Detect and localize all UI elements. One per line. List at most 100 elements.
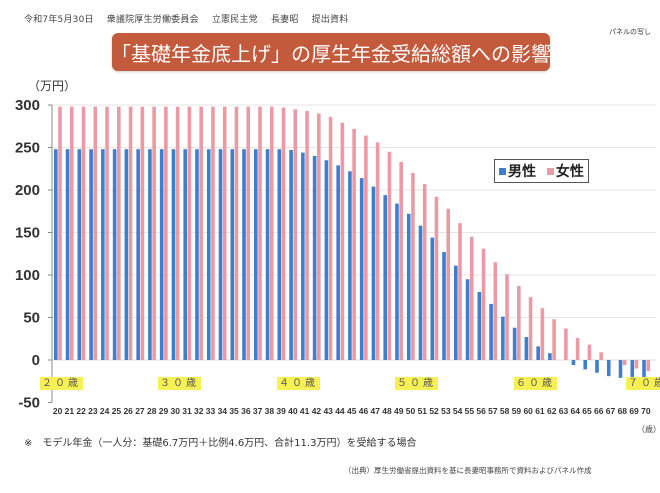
bar-male-35	[230, 149, 235, 360]
bar-female-31	[187, 106, 192, 360]
header-member: 長妻昭	[270, 15, 299, 25]
bar-male-20	[54, 149, 58, 360]
header-party: 立憲民主党	[211, 15, 258, 25]
x-tick-label: 61	[535, 406, 545, 416]
x-tick-label: 52	[429, 406, 439, 416]
bar-female-22	[81, 106, 86, 360]
bar-male-62	[548, 353, 552, 360]
header-doc-type: 提出資料	[311, 15, 349, 25]
bar-female-40	[293, 109, 298, 360]
bar-female-52	[434, 196, 439, 360]
bar-male-58	[501, 316, 505, 360]
bar-female-46	[364, 135, 368, 360]
chart-legend: 男性 女性	[494, 159, 589, 183]
bar-male-47	[371, 186, 376, 360]
bar-female-30	[175, 106, 180, 360]
bar-male-60	[524, 337, 529, 360]
bar-female-51	[422, 184, 427, 360]
x-tick-label: 31	[182, 406, 192, 416]
x-tick-label: 63	[559, 406, 569, 416]
bar-male-43	[324, 160, 329, 360]
x-tick-label: 65	[582, 406, 592, 416]
bar-male-31	[183, 149, 188, 360]
x-tick-label: 62	[547, 406, 557, 416]
age-mark-40: ４０歳	[277, 377, 320, 390]
bar-female-26	[128, 106, 133, 360]
bar-female-55	[469, 236, 474, 360]
bar-male-56	[477, 292, 482, 360]
bar-female-58	[505, 274, 509, 360]
x-tick-label: 38	[265, 406, 275, 416]
y-tick-label: 0	[32, 352, 40, 369]
x-tick-label: 23	[88, 406, 98, 416]
bar-female-28	[152, 106, 156, 360]
bar-male-32	[195, 149, 199, 360]
source-note: （出典）厚生労働省提出資料を基に長妻昭事務所で資料およびパネル作成	[344, 466, 592, 475]
x-tick-label: 26	[123, 406, 133, 416]
bar-female-41	[305, 110, 309, 360]
bar-female-20	[58, 106, 62, 360]
bar-male-44	[336, 165, 340, 360]
x-tick-label: 55	[465, 406, 475, 416]
bar-male-54	[454, 265, 458, 360]
bar-male-55	[465, 279, 470, 360]
bar-male-30	[171, 149, 176, 360]
x-tick-label: 66	[594, 406, 604, 416]
bar-male-61	[536, 346, 540, 360]
x-tick-label: 35	[229, 406, 239, 416]
bar-female-61	[540, 308, 545, 360]
bar-male-36	[242, 149, 246, 360]
bar-male-50	[406, 213, 411, 360]
bar-female-29	[164, 106, 168, 360]
bar-male-37	[254, 149, 258, 360]
bar-male-51	[418, 225, 423, 360]
bar-male-21	[65, 149, 70, 360]
bar-female-21	[69, 106, 74, 360]
x-tick-label: 39	[276, 406, 286, 416]
x-tick-label: 32	[194, 406, 204, 416]
header-line: 令和7年5月30日 衆議院厚生労働委員会 立憲民主党 長妻昭 提出資料	[24, 12, 358, 25]
x-tick-label: 70	[641, 406, 651, 416]
bar-female-64	[575, 337, 580, 360]
legend-swatch-female	[546, 167, 554, 175]
x-axis-unit: （歳）	[637, 425, 660, 434]
x-tick-label: 56	[476, 406, 486, 416]
y-tick-label: 300	[15, 97, 40, 114]
bar-male-42	[312, 156, 317, 360]
bar-female-34	[222, 106, 227, 360]
bar-female-33	[211, 106, 215, 360]
bar-male-59	[512, 327, 517, 360]
bar-male-45	[348, 171, 352, 360]
bar-male-46	[359, 178, 364, 360]
x-tick-label: 22	[76, 406, 86, 416]
bar-female-69	[634, 360, 639, 369]
x-tick-label: 21	[65, 406, 75, 416]
x-tick-label: 33	[206, 406, 216, 416]
x-tick-label: 20	[53, 406, 63, 416]
bar-male-40	[289, 150, 293, 360]
bar-female-43	[328, 116, 333, 361]
y-tick-label: 100	[15, 267, 40, 284]
x-tick-label: 36	[241, 406, 251, 416]
bar-female-45	[352, 128, 356, 360]
x-tick-label: 57	[488, 406, 498, 416]
x-tick-label: 60	[523, 406, 533, 416]
bar-female-24	[105, 106, 109, 360]
bar-male-34	[218, 149, 223, 360]
bar-male-25	[112, 149, 117, 360]
bar-female-38	[269, 106, 274, 360]
x-tick-label: 68	[618, 406, 628, 416]
x-tick-label: 43	[323, 406, 333, 416]
y-axis-unit: （万円）	[28, 79, 77, 93]
y-tick-label: 200	[15, 182, 40, 199]
y-tick-label: 150	[15, 225, 40, 242]
x-tick-label: 42	[312, 406, 322, 416]
bar-male-24	[101, 149, 105, 360]
x-tick-label: 34	[218, 406, 228, 416]
x-tick-label: 25	[112, 406, 122, 416]
x-tick-label: 37	[253, 406, 263, 416]
x-tick-label: 58	[500, 406, 510, 416]
bar-male-68	[618, 360, 623, 378]
y-tick-label: -50	[18, 395, 40, 412]
